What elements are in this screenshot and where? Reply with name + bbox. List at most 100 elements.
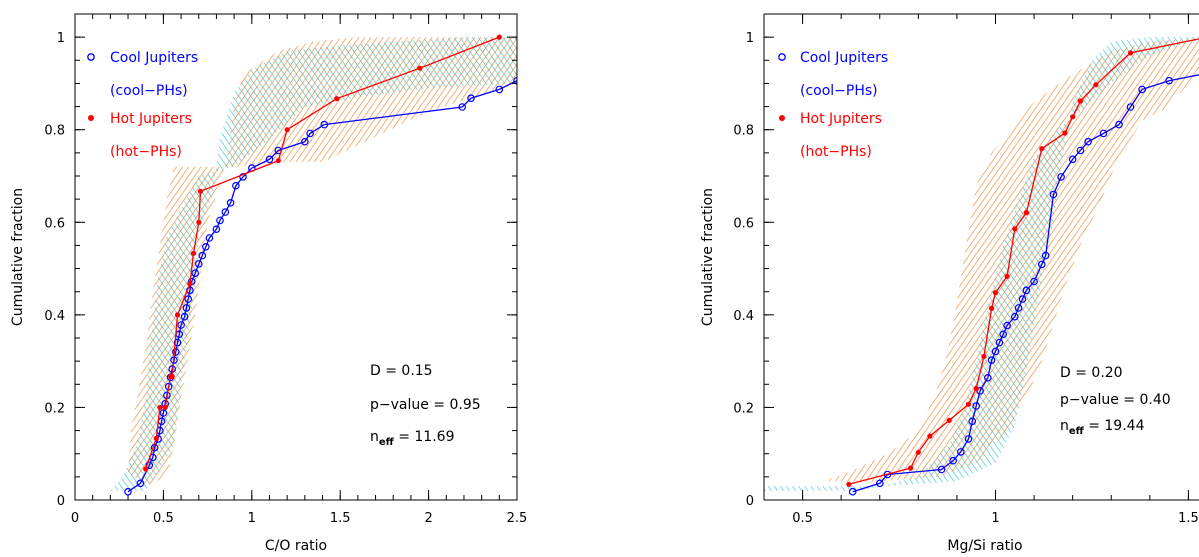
cool-data-point bbox=[995, 338, 1004, 347]
cool-data-point bbox=[198, 251, 207, 260]
panel-co-ratio: 0 0.5 1 1.5 2 2.5 0 0.2 0.4 0.6 0.8 1 C/O ratio Cum… bbox=[10, 13, 527, 554]
x-tick-label: 1.5 bbox=[1178, 511, 1199, 526]
cool-data-point bbox=[202, 243, 210, 251]
panel-mgsi-ratio: 0.5 1 1.5 0 0.2 0.4 0.6 0.8 1 Mg/Si ratio Cumula… bbox=[700, 13, 1199, 554]
cool-data-point bbox=[1057, 173, 1065, 181]
hot-data-point bbox=[1062, 130, 1068, 136]
y-tick-label: 0.4 bbox=[733, 309, 754, 324]
hot-data-point bbox=[187, 281, 193, 287]
hot-data-point bbox=[1127, 50, 1134, 56]
hot-series-line bbox=[145, 36, 500, 470]
p-value: p−value = 0.40 bbox=[1060, 392, 1171, 408]
p-value: p−value = 0.95 bbox=[370, 397, 481, 413]
legend-label-hot-sub: (hot−PHs) bbox=[800, 144, 872, 160]
legend-marker-hot bbox=[88, 115, 94, 121]
cool-data-point bbox=[232, 181, 240, 190]
cool-data-point bbox=[1084, 137, 1092, 146]
confidence-bands bbox=[110, 37, 517, 491]
cool-data-point bbox=[216, 216, 224, 225]
y-tick-label: 0.6 bbox=[44, 216, 65, 231]
legend-label-hot-sub: (hot−PHs) bbox=[110, 144, 182, 160]
legend-label-cool: Cool Jupiters bbox=[110, 50, 198, 66]
y-tick-label: 0.4 bbox=[44, 309, 65, 324]
hot-data-point bbox=[946, 417, 952, 423]
legend-label-hot: Hot Jupiters bbox=[110, 111, 192, 127]
statistics-annotation: D = 0.20 p−value = 0.40 neff = 19.44 bbox=[1060, 365, 1171, 437]
cool-data-point bbox=[182, 304, 191, 312]
x-tick-label: 2 bbox=[424, 511, 432, 526]
cool-data-point bbox=[226, 199, 235, 207]
cool-data-point bbox=[983, 373, 992, 382]
axis-ticks: 0 0.5 1 1.5 2 2.5 0 0.2 0.4 0.6 0.8 1 bbox=[44, 13, 527, 526]
hot-data-point bbox=[915, 449, 921, 455]
cool-data-point bbox=[972, 402, 981, 410]
y-tick-label: 0.6 bbox=[733, 216, 754, 231]
cool-data-point bbox=[1126, 103, 1135, 111]
hot-data-point bbox=[1023, 210, 1029, 216]
legend-marker-cool bbox=[87, 53, 95, 61]
cool-data-point bbox=[172, 348, 180, 356]
cool-data-point bbox=[1022, 286, 1031, 295]
legend: Cool Jupiters (cool−PHs) Hot Jupiters (h… bbox=[778, 50, 888, 160]
cool-data-point bbox=[1138, 85, 1146, 94]
y-tick-label: 1 bbox=[57, 31, 65, 46]
n-eff: neff = 11.69 bbox=[370, 429, 454, 448]
legend-marker-cool bbox=[778, 53, 786, 61]
hot-data-point bbox=[1093, 82, 1099, 88]
cool-data-point bbox=[1165, 76, 1173, 85]
legend-marker-hot bbox=[779, 115, 785, 121]
hot-data-point bbox=[1012, 226, 1018, 232]
cool-data-point bbox=[937, 465, 946, 474]
cool-data-point bbox=[1014, 304, 1023, 312]
y-axis-label: Cumulative fraction bbox=[10, 188, 26, 326]
hot-data-point bbox=[1004, 273, 1010, 279]
hot-data-point bbox=[196, 219, 202, 225]
cool-data-point bbox=[306, 129, 314, 138]
legend: Cool Jupiters (cool−PHs) Hot Jupiters (h… bbox=[87, 50, 198, 160]
hot-data-point bbox=[275, 158, 281, 164]
cool-data-point bbox=[999, 330, 1008, 339]
cool-data-point bbox=[136, 479, 145, 488]
cool-data-point bbox=[458, 103, 467, 111]
legend-label-cool-sub: (cool−PHs) bbox=[800, 83, 878, 99]
x-tick-label: 1.5 bbox=[330, 511, 351, 526]
cool-data-point bbox=[1010, 312, 1019, 321]
cool-data-point bbox=[1099, 129, 1108, 138]
cool-data-point bbox=[195, 260, 203, 268]
cool-data-point bbox=[848, 487, 857, 496]
cool-data-point bbox=[221, 208, 230, 216]
y-tick-label: 0 bbox=[57, 494, 65, 509]
cool-data-point bbox=[239, 173, 247, 181]
cool-data-point bbox=[320, 120, 329, 129]
cool-data-point bbox=[1038, 260, 1046, 269]
cool-data-point bbox=[1041, 251, 1050, 260]
legend-label-cool: Cool Jupiters bbox=[800, 50, 888, 66]
statistics-annotation: D = 0.15 p−value = 0.95 neff = 11.69 bbox=[370, 363, 481, 448]
hot-data-point bbox=[1039, 146, 1045, 152]
cool-data-point bbox=[987, 356, 996, 365]
cool-data-point bbox=[173, 338, 182, 347]
hot-data-point bbox=[1070, 114, 1076, 120]
cool-data-point bbox=[1076, 146, 1085, 155]
hot-data-point bbox=[1077, 98, 1083, 104]
hot-data-point bbox=[284, 127, 290, 133]
hot-data-point bbox=[153, 435, 159, 441]
cool-data-point bbox=[184, 295, 193, 303]
ks-d-statistic: D = 0.15 bbox=[370, 363, 433, 379]
hot-data-point bbox=[190, 250, 197, 256]
legend-label-hot: Hot Jupiters bbox=[800, 111, 882, 127]
cool-data-point bbox=[991, 347, 1000, 356]
cool-data-point bbox=[968, 417, 977, 426]
cool-data-point bbox=[300, 137, 309, 146]
x-tick-label: 0.5 bbox=[153, 511, 174, 526]
plot-frame bbox=[74, 13, 518, 501]
cool-data-point bbox=[180, 312, 189, 321]
legend-label-cool-sub: (cool−PHs) bbox=[110, 83, 188, 99]
x-tick-label: 1 bbox=[248, 511, 256, 526]
x-tick-label: 1 bbox=[991, 511, 999, 526]
cool-data-point bbox=[1030, 277, 1038, 286]
y-tick-label: 0.8 bbox=[733, 124, 754, 139]
hot-data-point bbox=[169, 373, 175, 379]
cool-series-line bbox=[852, 74, 1199, 493]
